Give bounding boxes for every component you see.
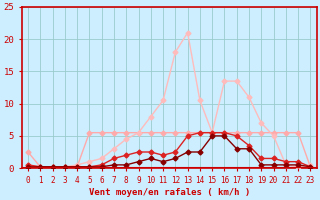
X-axis label: Vent moyen/en rafales ( km/h ): Vent moyen/en rafales ( km/h ) [89,188,250,197]
